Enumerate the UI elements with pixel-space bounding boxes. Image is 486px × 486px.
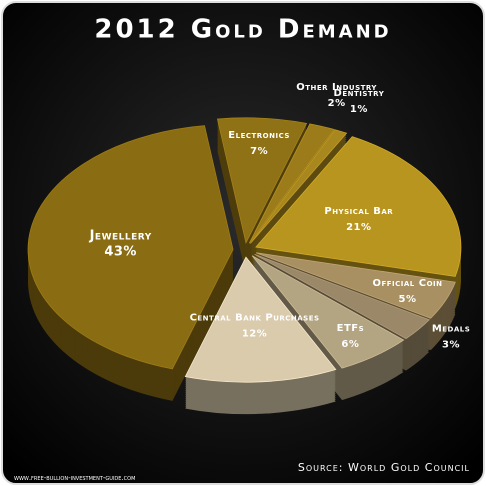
slice-label: Jewellery [89,228,152,243]
website: www.free-bullion-investment-guide.com [14,474,135,482]
slice [248,123,335,244]
slice-value-label: 21% [346,222,371,233]
slice-value-label: 2% [328,98,346,109]
slice [255,136,462,277]
slice-label: ETFs [337,323,365,334]
slice [249,129,348,244]
slice-value-label: 1% [350,104,368,115]
slice-label: Dentistry [334,88,385,99]
slice-value-label: 12% [242,329,267,340]
slice-label: Official Coin [372,278,442,289]
slice [251,255,405,369]
slice [255,252,456,319]
slice-value-label: 3% [442,340,460,351]
slice [254,253,430,340]
slice [216,117,308,244]
slice [27,125,234,370]
slice-value-label: 6% [341,339,359,350]
slice-value-label: 7% [250,146,268,157]
slice-label: Central Bank Purchases [190,313,320,324]
source: Source: World Gold Council [298,461,470,474]
slice [184,256,337,383]
pie: Electronics 7% Other Industry 2%Dentistry 1%… [27,82,470,415]
chart-title: 2012 Gold Demand [94,15,391,45]
slice-label: Other Industry [296,82,377,93]
slice-value-label: 5% [398,294,416,305]
slice-label: Medals [432,324,470,335]
slice-value-label: 43% [104,244,137,259]
slice-label: Physical Bar [324,206,393,217]
slice-label: Electronics [228,130,290,141]
